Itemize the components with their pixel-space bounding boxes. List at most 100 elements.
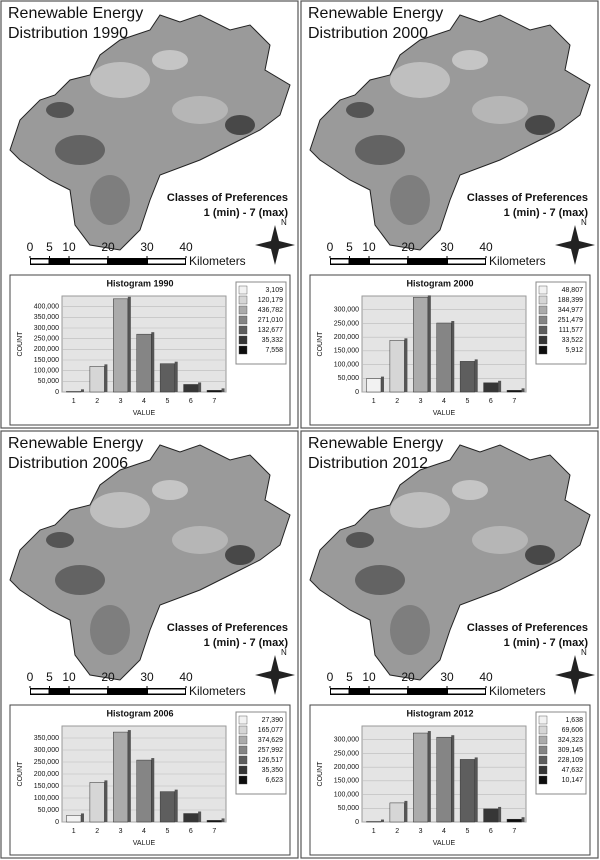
y-tick-label: 350,000 — [34, 735, 59, 742]
y-tick-label: 250,000 — [334, 750, 359, 757]
bar — [484, 809, 499, 822]
bar-side — [222, 818, 225, 822]
compass-label: N — [581, 648, 587, 657]
legend-swatch — [539, 716, 547, 724]
x-tick-label: 2 — [95, 398, 99, 405]
y-tick-label: 100,000 — [334, 361, 359, 368]
scale-unit: Kilometers — [489, 254, 546, 268]
legend-label: 251,479 — [558, 317, 583, 324]
y-tick-label: 400,000 — [34, 304, 59, 311]
histogram-title: Histogram 2012 — [406, 708, 473, 718]
y-tick-label: 250,000 — [34, 759, 59, 766]
bar-side — [404, 801, 407, 822]
legend-swatch — [539, 316, 547, 324]
y-tick-label: 250,000 — [334, 320, 359, 327]
scale-segment — [70, 260, 107, 264]
legend-label: 7,558 — [265, 347, 283, 354]
scale-segment — [331, 690, 349, 694]
map-legend: Classes of Preferences — [167, 622, 288, 634]
legend-swatch — [239, 776, 247, 784]
map-legend: Classes of Preferences — [467, 622, 588, 634]
bar — [137, 334, 152, 392]
legend-label: 10,147 — [562, 777, 584, 784]
x-tick-label: 4 — [442, 828, 446, 835]
compass-label: N — [281, 218, 287, 227]
scale-label: 30 — [140, 240, 154, 254]
bar-side — [81, 813, 84, 822]
bar-side — [128, 297, 131, 392]
y-tick-label: 300,000 — [334, 737, 359, 744]
legend-swatch — [239, 316, 247, 324]
legend-swatch — [539, 306, 547, 314]
y-tick-label: 200,000 — [34, 771, 59, 778]
scale-segment — [331, 260, 349, 264]
legend-swatch — [539, 756, 547, 764]
scale-segment — [370, 260, 407, 264]
figure: Renewable EnergyDistribution 1990Classes… — [0, 0, 600, 860]
scale-label: 5 — [346, 240, 353, 254]
x-tick-label: 5 — [465, 828, 469, 835]
x-tick-label: 7 — [512, 828, 516, 835]
scale-label: 0 — [327, 670, 334, 684]
y-tick-label: 300,000 — [34, 325, 59, 332]
y-tick-label: 50,000 — [38, 378, 60, 385]
map-patch — [390, 492, 450, 528]
scale-label: 40 — [479, 240, 493, 254]
y-tick-label: 350,000 — [34, 314, 59, 321]
x-tick-label: 7 — [212, 828, 216, 835]
scale-segment — [31, 690, 49, 694]
legend-label: 33,522 — [562, 337, 584, 344]
scale-label: 5 — [346, 670, 353, 684]
scale-label: 30 — [140, 670, 154, 684]
y-tick-label: 200,000 — [34, 346, 59, 353]
y-tick-label: 300,000 — [334, 307, 359, 314]
scale-label: 20 — [101, 240, 115, 254]
legend-label: 120,179 — [258, 297, 283, 304]
map-patch — [90, 492, 150, 528]
x-axis-label: VALUE — [433, 840, 456, 847]
bar — [413, 297, 428, 392]
legend-swatch — [239, 336, 247, 344]
bar — [137, 760, 152, 822]
map-title: Renewable Energy — [8, 5, 143, 22]
legend-swatch — [539, 746, 547, 754]
y-tick-label: 0 — [55, 819, 59, 826]
x-tick-label: 1 — [372, 398, 376, 405]
legend-label: 5,912 — [565, 347, 583, 354]
bar-side — [198, 812, 201, 822]
map-patch — [55, 135, 105, 165]
legend-label: 228,109 — [558, 757, 583, 764]
x-axis-label: VALUE — [133, 410, 156, 417]
bar-side — [475, 757, 478, 822]
bar-side — [175, 790, 178, 822]
legend-label: 111,577 — [559, 327, 583, 334]
x-tick-label: 5 — [165, 828, 169, 835]
map-patch — [390, 62, 450, 98]
legend-label: 47,632 — [562, 767, 584, 774]
y-tick-label: 100,000 — [34, 795, 59, 802]
bar-side — [428, 731, 431, 822]
bar-side — [198, 382, 201, 392]
legend-label: 271,010 — [258, 317, 283, 324]
legend-label: 126,517 — [258, 757, 283, 764]
map-patch — [346, 102, 374, 118]
y-tick-label: 50,000 — [338, 805, 360, 812]
scale-label: 5 — [46, 240, 53, 254]
y-tick-label: 0 — [55, 389, 59, 396]
legend-swatch — [539, 326, 547, 334]
x-tick-label: 7 — [512, 398, 516, 405]
legend-label: 69,606 — [562, 727, 584, 734]
scale-segment — [70, 690, 107, 694]
map-patch — [452, 480, 488, 500]
scale-label: 40 — [179, 240, 193, 254]
y-axis-label: COUNT — [17, 761, 24, 787]
bar — [113, 732, 128, 822]
map-title: Distribution 2000 — [308, 25, 428, 42]
bar-side — [522, 388, 525, 392]
bar-side — [381, 820, 384, 822]
scale-label: 30 — [440, 240, 454, 254]
x-tick-label: 7 — [212, 398, 216, 405]
bar-side — [404, 338, 407, 392]
scale-label: 20 — [101, 670, 115, 684]
y-tick-label: 100,000 — [34, 368, 59, 375]
